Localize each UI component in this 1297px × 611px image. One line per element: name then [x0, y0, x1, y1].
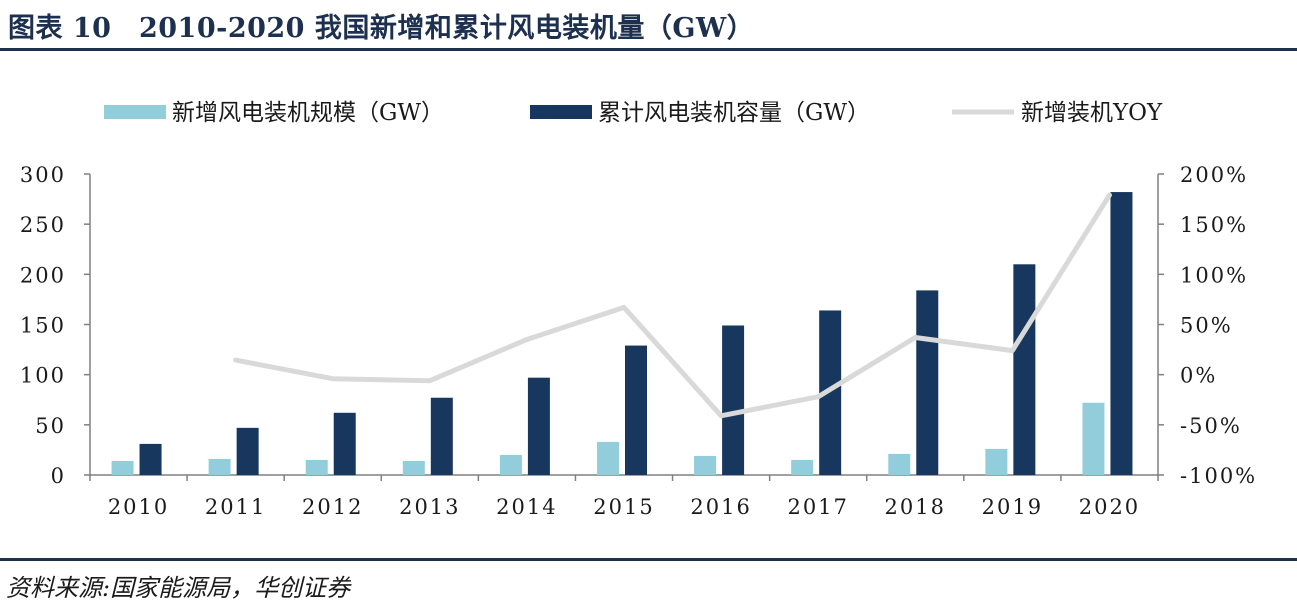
cumulative-capacity-bar	[236, 427, 259, 475]
x-tick-label: 2015	[593, 495, 654, 519]
tick-labels: 0 50 100 150 200 250 300 -100% -50% 0% 50% 100% 150%…	[20, 163, 1257, 519]
cumulative-capacity-bar	[527, 377, 550, 475]
cumulative-capacity-bar	[430, 397, 453, 475]
right-tick-label: -100%	[1180, 464, 1257, 488]
right-tick-label: 200%	[1180, 163, 1248, 187]
left-tick-label: 150	[20, 314, 66, 338]
cumulative-capacity-bar	[722, 325, 745, 475]
legend-swatch-new	[104, 105, 166, 119]
new-capacity-bar	[499, 454, 522, 475]
left-tick-label: 200	[20, 263, 66, 287]
new-capacity-bar	[791, 459, 814, 475]
new-capacity-bar	[111, 460, 134, 475]
new-capacity-bars	[111, 402, 1105, 475]
legend-label-yoy: 新增装机YOY	[1021, 100, 1163, 126]
right-tick-label: 50%	[1180, 314, 1233, 338]
left-tick-label: 250	[20, 213, 66, 237]
x-tick-label: 2017	[787, 495, 848, 519]
cumulative-capacity-bars	[139, 192, 1133, 475]
new-capacity-bar	[597, 441, 619, 475]
footer-rule	[0, 558, 1297, 561]
new-capacity-bar	[888, 453, 911, 475]
legend-label-cumulative: 累计风电装机容量（GW）	[598, 100, 870, 126]
x-tick-label: 2012	[302, 495, 363, 519]
cumulative-capacity-bar	[1013, 264, 1036, 475]
cumulative-capacity-bar	[916, 290, 939, 475]
new-capacity-bar	[208, 458, 231, 475]
new-capacity-bar	[402, 460, 425, 475]
new-capacity-bar	[305, 459, 328, 475]
x-tick-label: 2013	[399, 495, 460, 519]
cumulative-capacity-bar	[625, 345, 647, 475]
cumulative-capacity-bar	[1110, 192, 1133, 475]
right-tick-label: 0%	[1180, 364, 1217, 388]
x-tick-label: 2014	[496, 495, 557, 519]
figure-title: 图表 10 2010-2020 我国新增和累计风电装机量（GW）	[8, 13, 755, 44]
legend-label-new: 新增风电装机规模（GW）	[172, 100, 444, 126]
left-tick-label: 50	[35, 414, 66, 438]
x-tick-label: 2019	[982, 495, 1043, 519]
legend-swatch-cumulative	[530, 105, 592, 119]
left-tick-label: 0	[51, 464, 66, 488]
legend: 新增风电装机规模（GW） 累计风电装机容量（GW） 新增装机YOY	[104, 100, 1163, 126]
x-tick-label: 2016	[690, 495, 751, 519]
x-tick-label: 2020	[1079, 495, 1140, 519]
yoy-polyline	[233, 192, 1112, 419]
axes	[84, 173, 1164, 481]
right-tick-label: 100%	[1180, 263, 1248, 287]
title-rule	[0, 48, 1297, 51]
x-tick-label: 2010	[108, 495, 169, 519]
new-capacity-bar	[694, 455, 717, 475]
right-tick-label: 150%	[1180, 213, 1248, 237]
new-capacity-bar	[1082, 402, 1105, 475]
left-tick-label: 300	[20, 163, 66, 187]
cumulative-capacity-bar	[139, 443, 162, 475]
source-note: 资料来源:国家能源局，华创证券	[6, 574, 351, 602]
cumulative-capacity-bar	[819, 310, 842, 475]
yoy-line	[233, 192, 1112, 419]
cumulative-capacity-bar	[333, 412, 356, 475]
x-tick-label: 2011	[205, 495, 266, 519]
new-capacity-bar	[985, 448, 1008, 475]
x-tick-label: 2018	[885, 495, 946, 519]
right-tick-label: -50%	[1180, 414, 1242, 438]
left-tick-label: 100	[20, 364, 66, 388]
